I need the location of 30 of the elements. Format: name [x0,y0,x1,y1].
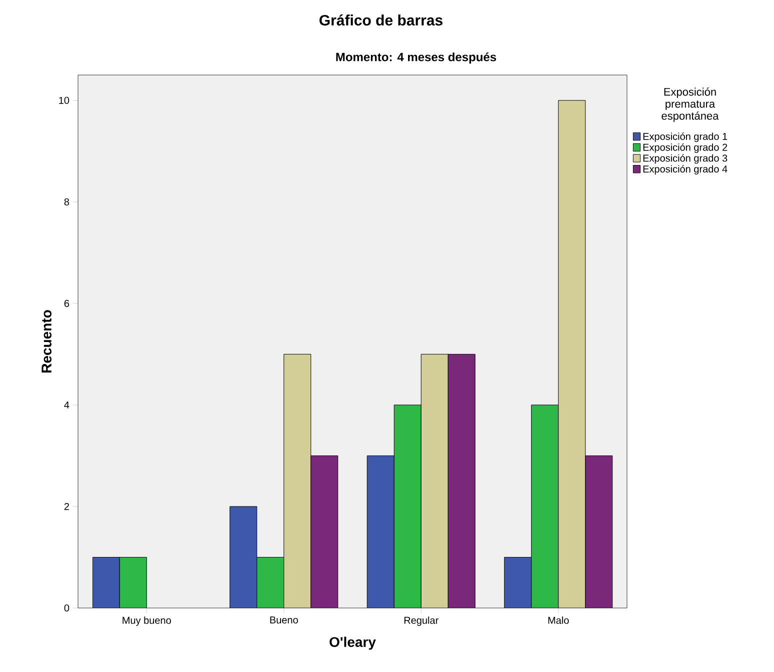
x-tick-label: Malo [548,616,569,624]
legend-label: Exposición grado 4 [643,165,728,175]
y-tick-label: 6 [64,300,70,307]
y-tick-label: 4 [64,402,70,408]
bar [531,404,559,608]
y-tick-label: 0 [64,604,70,612]
bar [230,506,258,608]
chart-subtitle: Momento: 4 meses después [336,52,496,64]
bar [366,455,394,608]
bar [420,354,448,608]
bar [394,404,422,608]
bar [256,556,284,608]
legend-label: Exposición grado 2 [643,143,728,153]
y-tick-label: 2 [64,502,69,510]
legend-title: Exposición prematura espontánea [662,88,719,122]
y-axis-title: Recuento [42,310,52,372]
y-tick-label: 10 [59,96,70,104]
bar [504,556,532,608]
x-tick-label: Bueno [270,616,298,624]
y-tick-label: 8 [64,198,70,206]
legend-label: Exposición grado 3 [643,154,728,164]
bar [92,556,120,608]
legend-label: Exposición grado 1 [643,132,728,142]
x-tick-label: Muy bueno [122,616,171,626]
bar [558,100,586,608]
x-axis-title: O'leary [330,636,376,650]
x-tick-label: Regular [404,616,438,626]
bar [284,354,312,608]
chart-title: Gráfico de barras [320,14,442,26]
bar [119,556,147,608]
